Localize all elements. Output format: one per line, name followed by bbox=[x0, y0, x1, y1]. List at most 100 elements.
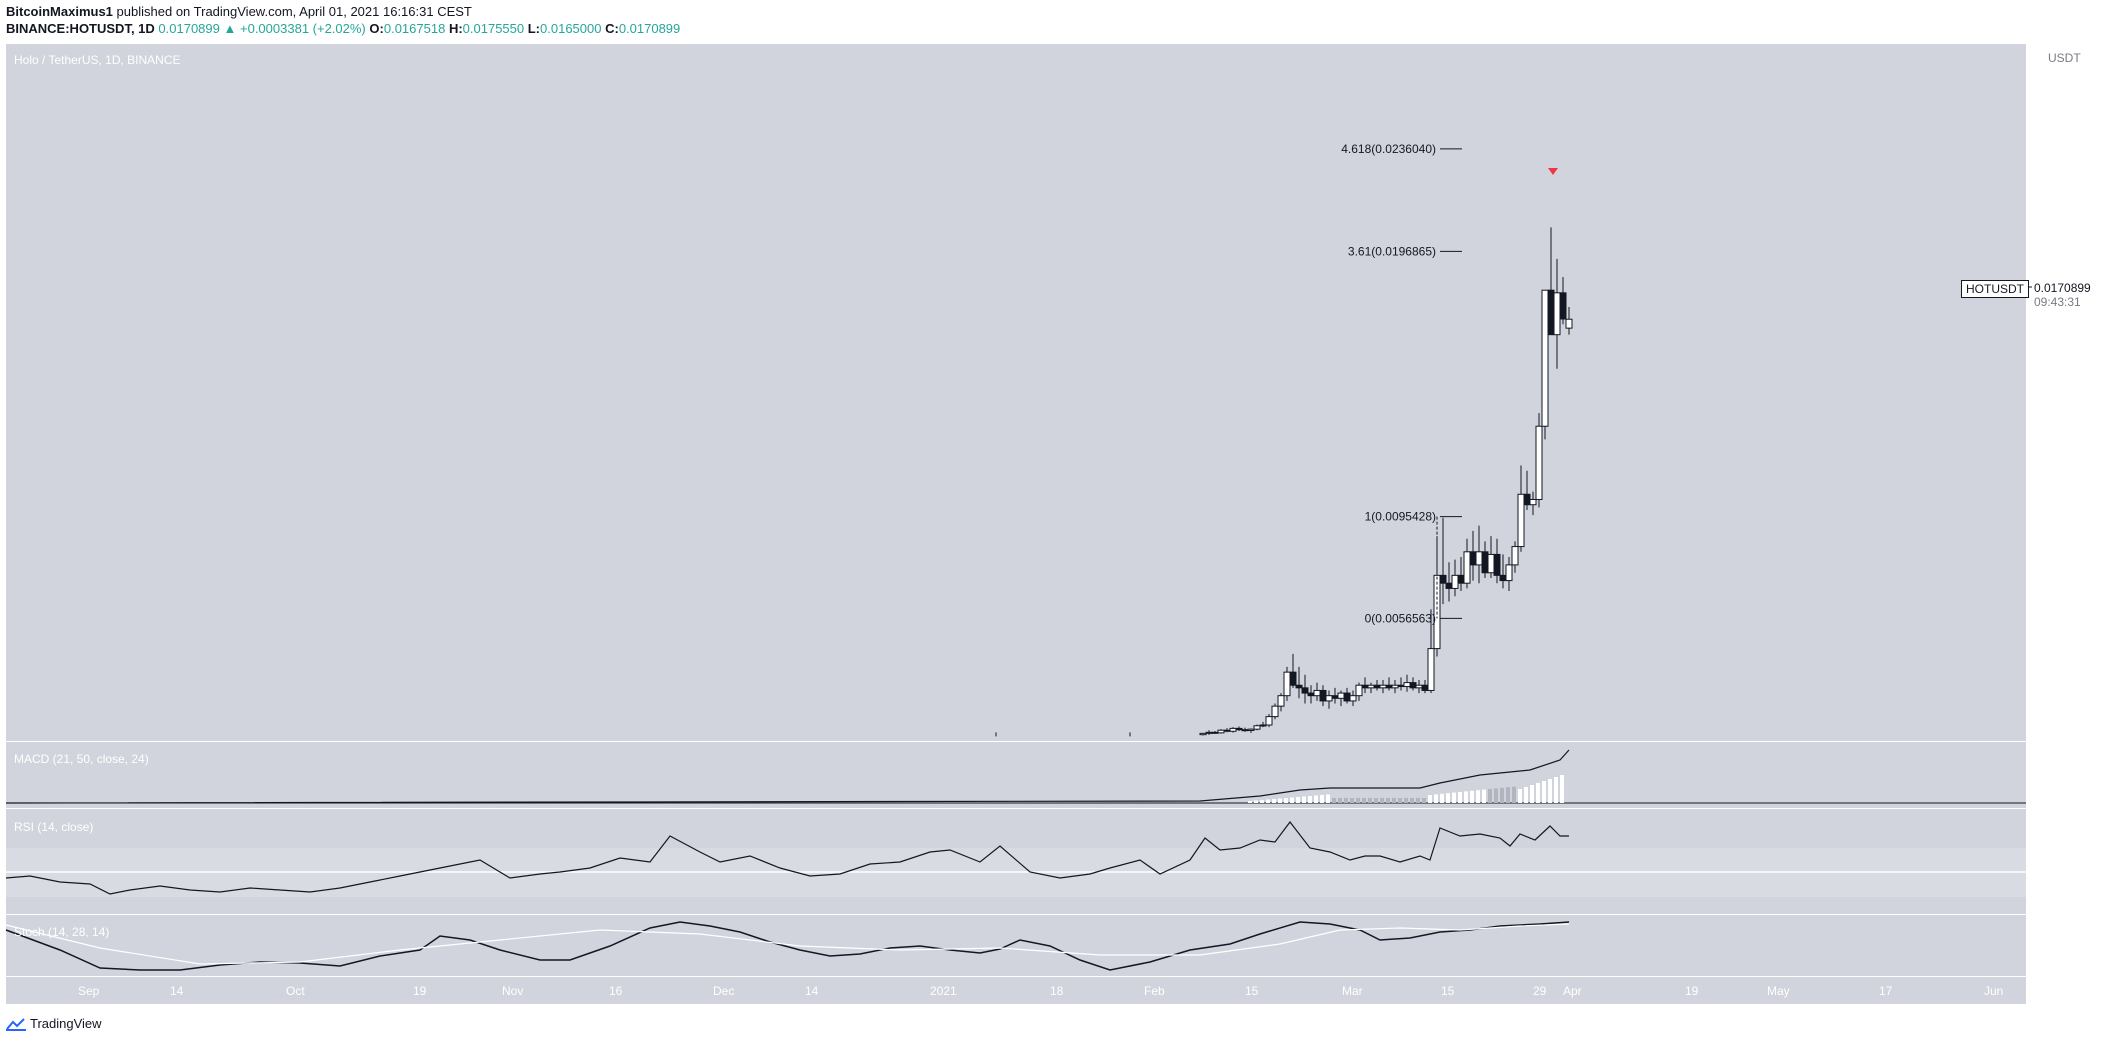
candle-body bbox=[1277, 695, 1285, 707]
stoch-k-line bbox=[5, 921, 1570, 971]
date-tick-label: 29 bbox=[1533, 984, 1547, 998]
close-label: C: bbox=[605, 21, 619, 36]
candle-body bbox=[1481, 551, 1489, 574]
macd-histogram-bar bbox=[1368, 798, 1372, 803]
rsi-tick-label: 50.00 bbox=[2057, 865, 2087, 879]
macd-histogram-bar bbox=[1434, 794, 1438, 803]
macd-histogram-bar bbox=[1440, 793, 1444, 803]
candle-body bbox=[1337, 692, 1345, 699]
macd-tick-label: 0.0020000 bbox=[2037, 763, 2094, 777]
date-tick-label: 17 bbox=[1879, 984, 1893, 998]
date-tick-label: 16 bbox=[609, 984, 623, 998]
low-value: 0.0165000 bbox=[540, 21, 602, 36]
rsi-tick-label: 25.00 bbox=[2057, 895, 2087, 909]
macd-pane-title: MACD (21, 50, close, 24) bbox=[14, 752, 149, 766]
price-tick-label: 0.0220000 bbox=[2037, 184, 2094, 198]
price-tick-label: 0.0120000 bbox=[2037, 445, 2094, 459]
last-price: 0.0170899 bbox=[158, 21, 220, 36]
macd-histogram-bar bbox=[1278, 798, 1282, 803]
macd-histogram-bar bbox=[1560, 775, 1564, 803]
macd-histogram-bar bbox=[1416, 798, 1420, 803]
candle-body bbox=[1421, 684, 1429, 691]
candle-body bbox=[1529, 498, 1537, 506]
macd-histogram-bar bbox=[1446, 793, 1450, 803]
fib-label: 3.61(0.0196865) bbox=[1348, 244, 1436, 258]
macd-histogram-bar bbox=[1290, 797, 1294, 803]
chart-area[interactable] bbox=[6, 44, 2026, 1004]
date-tick-label: 15 bbox=[1245, 984, 1259, 998]
open-value: 0.0167518 bbox=[383, 21, 446, 36]
pane-divider[interactable] bbox=[6, 976, 2107, 977]
up-arrow-icon: ▲ bbox=[223, 21, 237, 36]
macd-histogram-bar bbox=[1392, 798, 1396, 803]
candle-body bbox=[1523, 493, 1531, 506]
stoch-pane-title: Stoch (14, 28, 14) bbox=[14, 925, 110, 939]
candle-body bbox=[1463, 551, 1471, 584]
macd-histogram-bar bbox=[1548, 779, 1552, 803]
symbol-label: BINANCE:HOTUSDT, 1D bbox=[6, 21, 155, 36]
candle-body bbox=[1451, 574, 1459, 589]
candle-body bbox=[1409, 682, 1417, 689]
stoch-d-line bbox=[5, 923, 1570, 965]
macd-histogram-bar bbox=[1506, 787, 1510, 803]
date-tick-label: Mar bbox=[1342, 984, 1363, 998]
candle-body bbox=[1289, 671, 1297, 686]
price-tick-label: 0.0140000 bbox=[2037, 393, 2094, 407]
macd-histogram-bar bbox=[1338, 798, 1342, 803]
macd-histogram-bar bbox=[1512, 786, 1516, 803]
macd-histogram-bar bbox=[1428, 795, 1432, 803]
candle-body bbox=[1415, 684, 1423, 689]
footer: TradingView bbox=[6, 1016, 102, 1031]
price-tick-label: 0.0020000 bbox=[2037, 707, 2094, 721]
open-label: O: bbox=[369, 21, 384, 36]
macd-histogram-bar bbox=[1458, 792, 1462, 803]
candle-body bbox=[1295, 684, 1303, 689]
stoch-tick-label: 40.00 bbox=[2062, 944, 2092, 958]
candle-body bbox=[1217, 729, 1225, 734]
macd-histogram-bar bbox=[1398, 798, 1402, 803]
macd-histogram-bar bbox=[1314, 795, 1318, 803]
date-tick-label: 19 bbox=[413, 984, 427, 998]
axis-ticks: 0.02400000.02200000.02000000.01800000.01… bbox=[2026, 131, 2094, 958]
pane-divider[interactable] bbox=[6, 808, 2107, 809]
candle-body bbox=[1553, 292, 1561, 336]
candle-body bbox=[1475, 551, 1483, 566]
date-tick-label: 18 bbox=[1050, 984, 1064, 998]
tradingview-logo-icon bbox=[6, 1017, 26, 1031]
candle-body bbox=[1559, 292, 1567, 320]
date-tick-label: Dec bbox=[713, 984, 735, 998]
candle-body bbox=[1391, 684, 1399, 689]
macd-histogram-bar bbox=[1308, 796, 1312, 803]
date-tick-label: May bbox=[1767, 984, 1790, 998]
candle-body bbox=[1505, 564, 1513, 582]
pane-divider[interactable] bbox=[6, 914, 2107, 915]
author-name[interactable]: BitcoinMaximus1 bbox=[6, 4, 113, 19]
macd-histogram-bar bbox=[1464, 791, 1468, 803]
stoch-tick-label: 80.00 bbox=[2062, 912, 2092, 926]
rsi-line bbox=[5, 821, 1569, 895]
price-tick-label: 0.0160000 bbox=[2037, 341, 2094, 355]
macd-histogram-bar bbox=[1410, 798, 1414, 803]
macd-histogram-bar bbox=[1494, 788, 1498, 803]
price-axis[interactable] bbox=[2026, 44, 2107, 1004]
change-value: +0.0003381 (+2.02%) bbox=[240, 21, 366, 36]
date-tick-label: Jun bbox=[1984, 984, 2004, 998]
rsi-tick-label: 100.00 bbox=[2057, 806, 2094, 820]
macd-histogram-bar bbox=[1350, 798, 1354, 803]
date-tick-label: Sep bbox=[78, 984, 100, 998]
macd-histogram-bar bbox=[1500, 787, 1504, 803]
macd-histogram-bar bbox=[1482, 789, 1486, 803]
macd-histogram-bar bbox=[1320, 795, 1324, 803]
fib-label: 4.618(0.0236040) bbox=[1341, 142, 1436, 156]
candle-body bbox=[1457, 574, 1465, 584]
candle-body bbox=[1379, 684, 1387, 689]
price-label: 0.0170899 09:43:31 bbox=[2032, 280, 2093, 310]
candle-body bbox=[1283, 671, 1291, 697]
macd-histogram-bar bbox=[1254, 800, 1258, 803]
candle-body bbox=[1361, 684, 1369, 689]
macd-histogram-bar bbox=[1452, 792, 1456, 803]
macd-histogram-bar bbox=[1284, 798, 1288, 803]
pane-divider[interactable] bbox=[6, 741, 2107, 742]
candle-body bbox=[1397, 684, 1405, 688]
